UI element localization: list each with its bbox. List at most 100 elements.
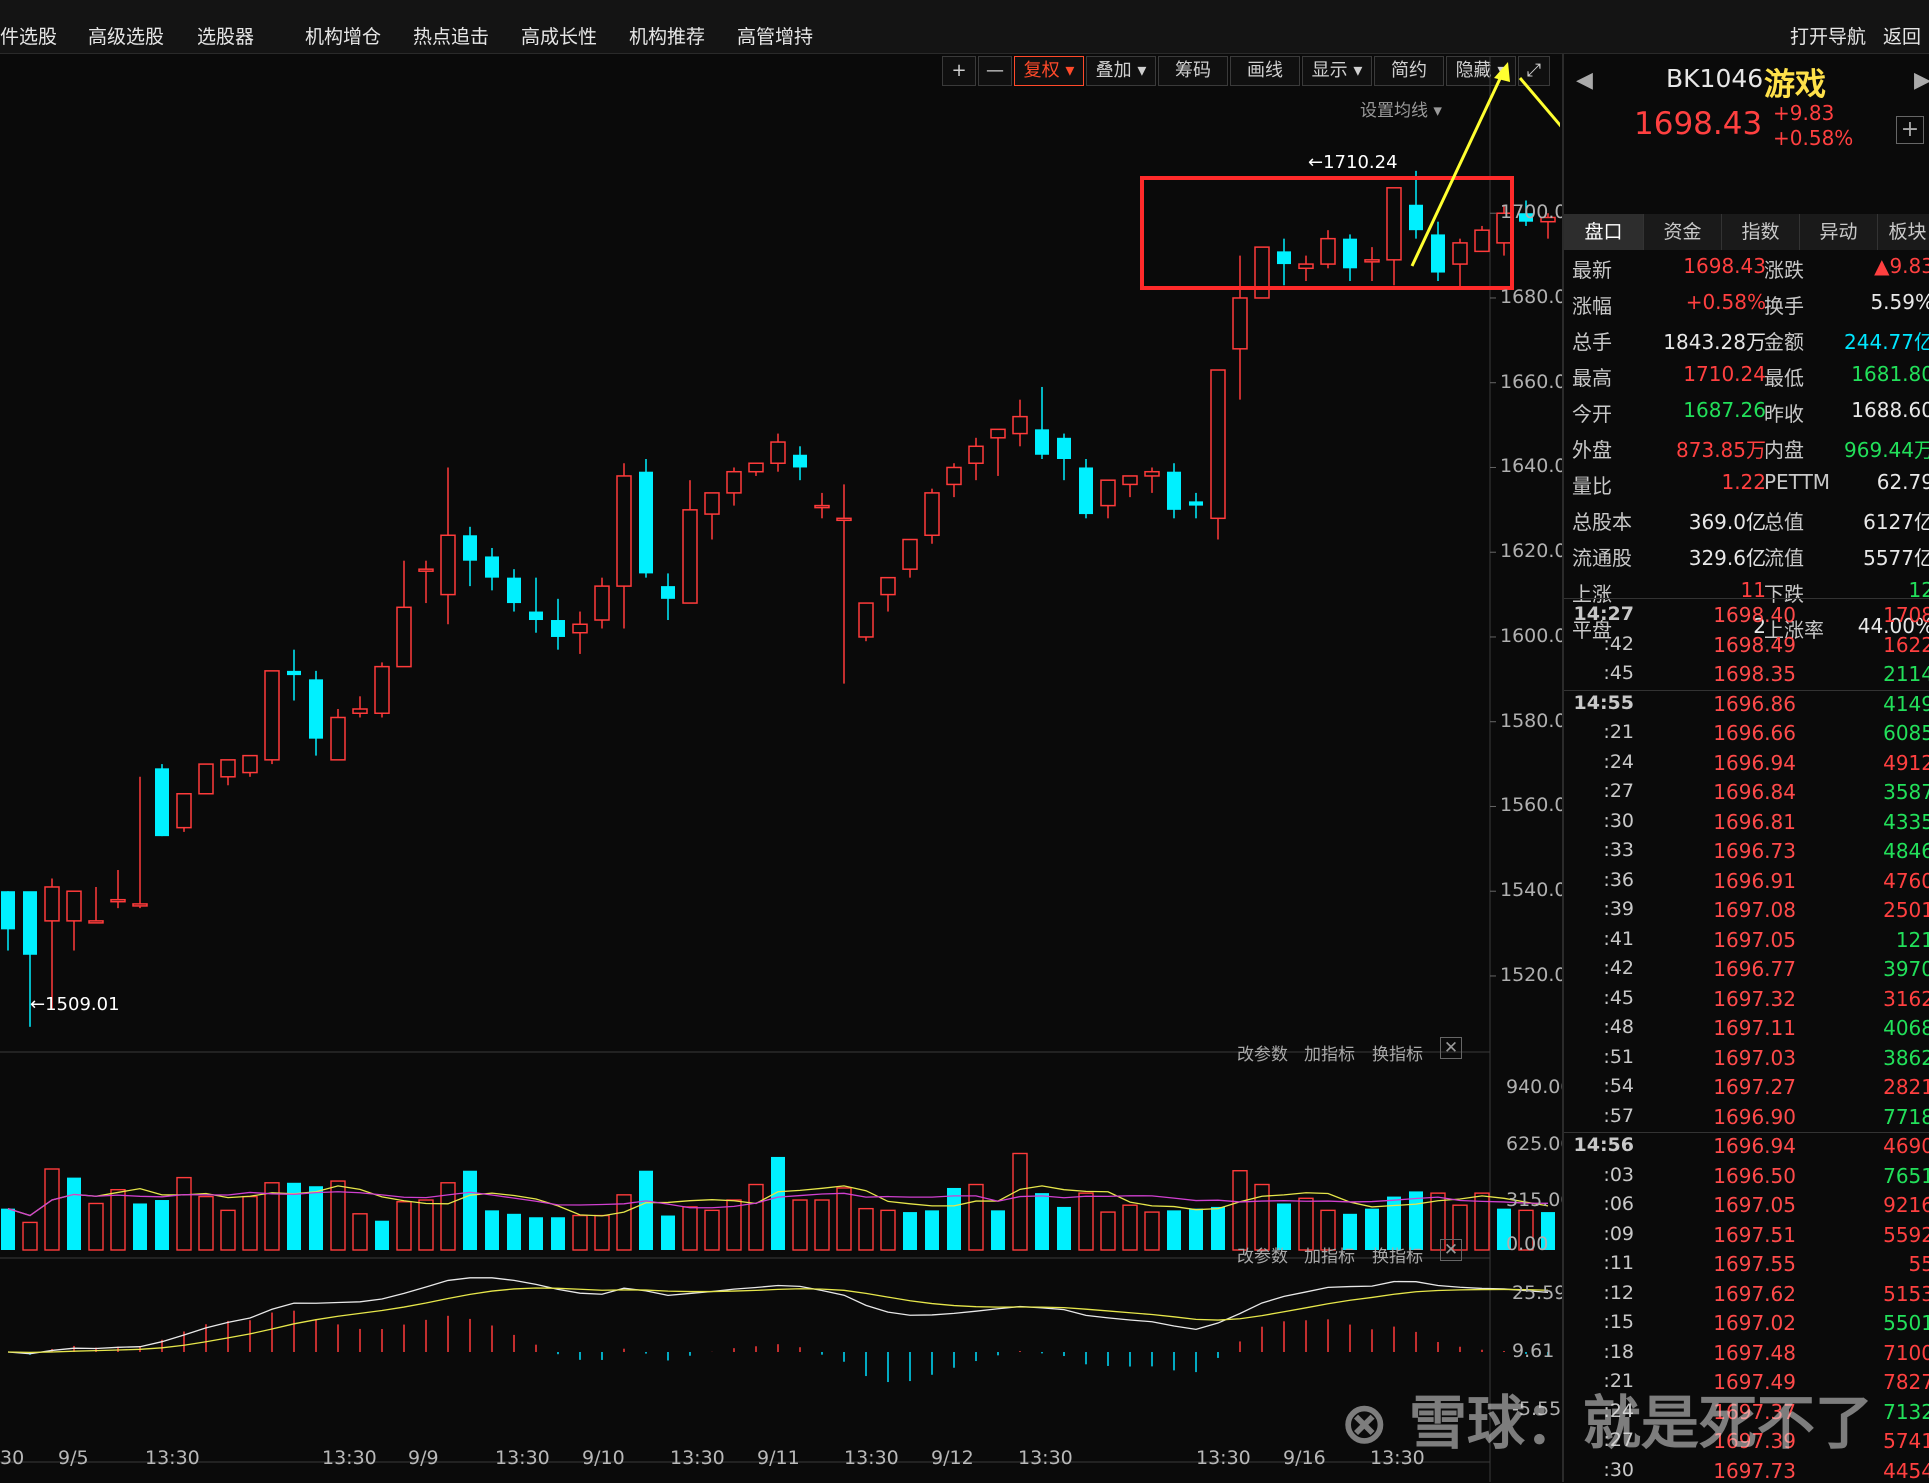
candle — [198, 763, 214, 795]
tick-price: 1696.84 — [1713, 780, 1796, 804]
vol-edit-params-button[interactable]: 改参数 — [1237, 1045, 1288, 1065]
nav-advanced-select[interactable]: 高级选股 — [88, 26, 165, 48]
add-watchlist-icon[interactable]: + — [1896, 116, 1924, 144]
kline-chart[interactable] — [0, 0, 1560, 1482]
volume-bar — [991, 1210, 1005, 1250]
close-icon[interactable]: ✕ — [1440, 1037, 1462, 1059]
volume-series — [1, 1152, 1555, 1251]
macd-series — [7, 1277, 1549, 1383]
tick-volume: 7718 — [1883, 1104, 1929, 1129]
candle — [485, 547, 499, 591]
quote-value: 6127亿 — [1863, 510, 1929, 534]
tick-price: 1697.39 — [1713, 1429, 1796, 1453]
candle — [770, 433, 786, 472]
next-arrow-icon[interactable]: ▶ — [1914, 68, 1929, 93]
chip-button[interactable]: 筹码 — [1158, 56, 1228, 86]
candle — [287, 649, 301, 701]
candle — [1035, 386, 1049, 459]
volume-bar — [704, 1209, 720, 1251]
nav-stock-picker[interactable]: 选股器 — [197, 26, 255, 48]
tick-price: 1696.86 — [1713, 691, 1796, 716]
tick-volume: 5501 — [1883, 1311, 1929, 1335]
price-axis-label: 1560.00 — [1500, 794, 1579, 817]
candle — [440, 467, 456, 625]
vol-change-indicator-button[interactable]: 换指标 — [1372, 1045, 1423, 1065]
dif-line — [7, 1277, 1549, 1355]
candle — [968, 437, 984, 481]
quote-label: 金额 — [1764, 330, 1804, 354]
fullscreen-icon[interactable]: ⤢ — [1518, 56, 1550, 86]
macd-add-indicator-button[interactable]: 加指标 — [1304, 1247, 1355, 1267]
draw-line-button[interactable]: 画线 — [1230, 56, 1300, 86]
price-axis-label: 1700.00 — [1500, 201, 1579, 224]
tab-index[interactable]: 指数 — [1722, 214, 1800, 250]
vol-add-indicator-button[interactable]: 加指标 — [1304, 1045, 1355, 1065]
tab-pankou[interactable]: 盘口 — [1564, 214, 1644, 250]
display-dropdown[interactable]: 显示 ▾ — [1302, 56, 1372, 86]
volume-bar — [1452, 1204, 1468, 1251]
tab-sector[interactable]: 板块 — [1878, 214, 1929, 250]
nav-institution-increase[interactable]: 机构增仓 — [305, 26, 382, 48]
candle — [66, 890, 82, 951]
ma-setting-dropdown[interactable]: 设置均线 ▾ — [1360, 101, 1442, 121]
quote-label: 总股本 — [1572, 510, 1632, 534]
zoom-in-button[interactable]: + — [942, 56, 976, 86]
volume-bar — [1343, 1213, 1357, 1250]
quote-label: 涨幅 — [1572, 294, 1612, 318]
volume-bar — [682, 1206, 698, 1251]
price-change: +9.83 — [1773, 101, 1835, 125]
tick-volume: 1622 — [1883, 632, 1929, 657]
volume-bar — [836, 1187, 852, 1251]
nav-executive-increase[interactable]: 高管增持 — [737, 26, 814, 48]
open-navigation-link[interactable]: 打开导航 — [1790, 26, 1867, 48]
quote-value: 2 — [1753, 614, 1766, 638]
simple-mode-button[interactable]: 简约 — [1374, 56, 1444, 86]
volume-bar — [1474, 1192, 1490, 1251]
macd-edit-params-button[interactable]: 改参数 — [1237, 1247, 1288, 1267]
caret-down-icon: ▾ — [1137, 60, 1147, 81]
candle — [309, 670, 323, 756]
tick-price: 1696.66 — [1713, 721, 1796, 745]
nav-institution-recommend[interactable]: 机构推荐 — [629, 26, 706, 48]
price-axis-label: 1620.00 — [1500, 540, 1579, 563]
divider — [1564, 1132, 1929, 1133]
arrow-line — [1410, 67, 1507, 267]
volume-bar — [529, 1217, 543, 1250]
nav-hot-tracking[interactable]: 热点追击 — [413, 26, 490, 48]
tab-movement[interactable]: 异动 — [1800, 214, 1878, 250]
overlay-dropdown[interactable]: 叠加 ▾ — [1086, 56, 1156, 86]
macd-change-indicator-button[interactable]: 换指标 — [1372, 1247, 1423, 1267]
candle — [529, 577, 543, 633]
tick-volume: 9216 — [1883, 1193, 1929, 1217]
candle — [396, 560, 412, 668]
candle — [176, 793, 192, 832]
fuquan-dropdown[interactable]: 复权 ▾ — [1014, 56, 1084, 86]
volume-bar — [1189, 1208, 1203, 1250]
candle — [1298, 255, 1314, 282]
tick-time: :45 — [1603, 662, 1634, 684]
nav-high-growth[interactable]: 高成长性 — [521, 26, 598, 48]
quote-value: 1688.60 — [1851, 398, 1929, 422]
tick-time: :45 — [1603, 986, 1634, 1009]
nav-condition-select[interactable]: 件选股 — [0, 26, 58, 48]
volume-bar — [242, 1195, 258, 1251]
prev-arrow-icon[interactable]: ◀ — [1576, 68, 1593, 93]
time-axis-label: 9/12 — [931, 1447, 974, 1469]
dea-line — [7, 1287, 1549, 1353]
time-axis-label: 13:30 — [844, 1447, 899, 1469]
back-link[interactable]: 返回 — [1883, 26, 1922, 48]
candle — [704, 492, 720, 540]
volume-bar — [1497, 1208, 1511, 1250]
candle — [220, 759, 236, 786]
candle — [88, 886, 104, 924]
tick-volume: 4335 — [1883, 809, 1929, 834]
quote-label: 总手 — [1572, 330, 1612, 354]
volume-bar — [1035, 1193, 1049, 1250]
price-axis-label: 1660.00 — [1500, 370, 1579, 393]
zoom-out-button[interactable]: — — [978, 56, 1012, 86]
quote-label: 下跌 — [1764, 582, 1804, 606]
tab-fund[interactable]: 资金 — [1644, 214, 1722, 250]
volume-bar — [947, 1187, 961, 1250]
close-icon[interactable]: ✕ — [1440, 1239, 1462, 1261]
time-axis-label: 13:30 — [670, 1447, 725, 1469]
